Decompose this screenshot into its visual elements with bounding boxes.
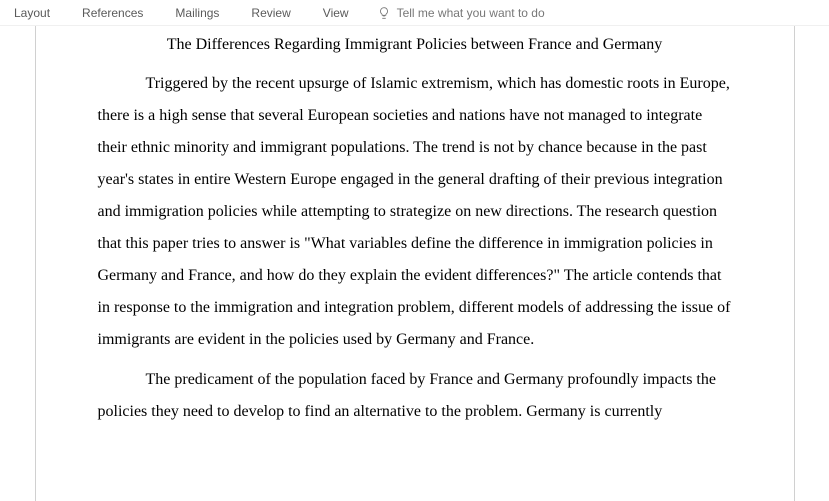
tab-mailings[interactable]: Mailings: [171, 4, 223, 22]
tab-layout[interactable]: Layout: [10, 4, 54, 22]
document-title: The Differences Regarding Immigrant Poli…: [98, 36, 732, 54]
ribbon-tabs-bar: Layout References Mailings Review View T…: [0, 0, 829, 26]
paragraph-1: Triggered by the recent upsurge of Islam…: [98, 68, 732, 356]
tell-me-placeholder: Tell me what you want to do: [397, 6, 545, 20]
tab-review[interactable]: Review: [247, 4, 294, 22]
tab-view[interactable]: View: [319, 4, 353, 22]
paragraph-2: The predicament of the population faced …: [98, 364, 732, 428]
lightbulb-icon: [377, 6, 391, 20]
document-canvas: The Differences Regarding Immigrant Poli…: [0, 26, 829, 501]
page[interactable]: The Differences Regarding Immigrant Poli…: [35, 26, 795, 501]
tell-me-search[interactable]: Tell me what you want to do: [377, 6, 545, 20]
tab-references[interactable]: References: [78, 4, 147, 22]
